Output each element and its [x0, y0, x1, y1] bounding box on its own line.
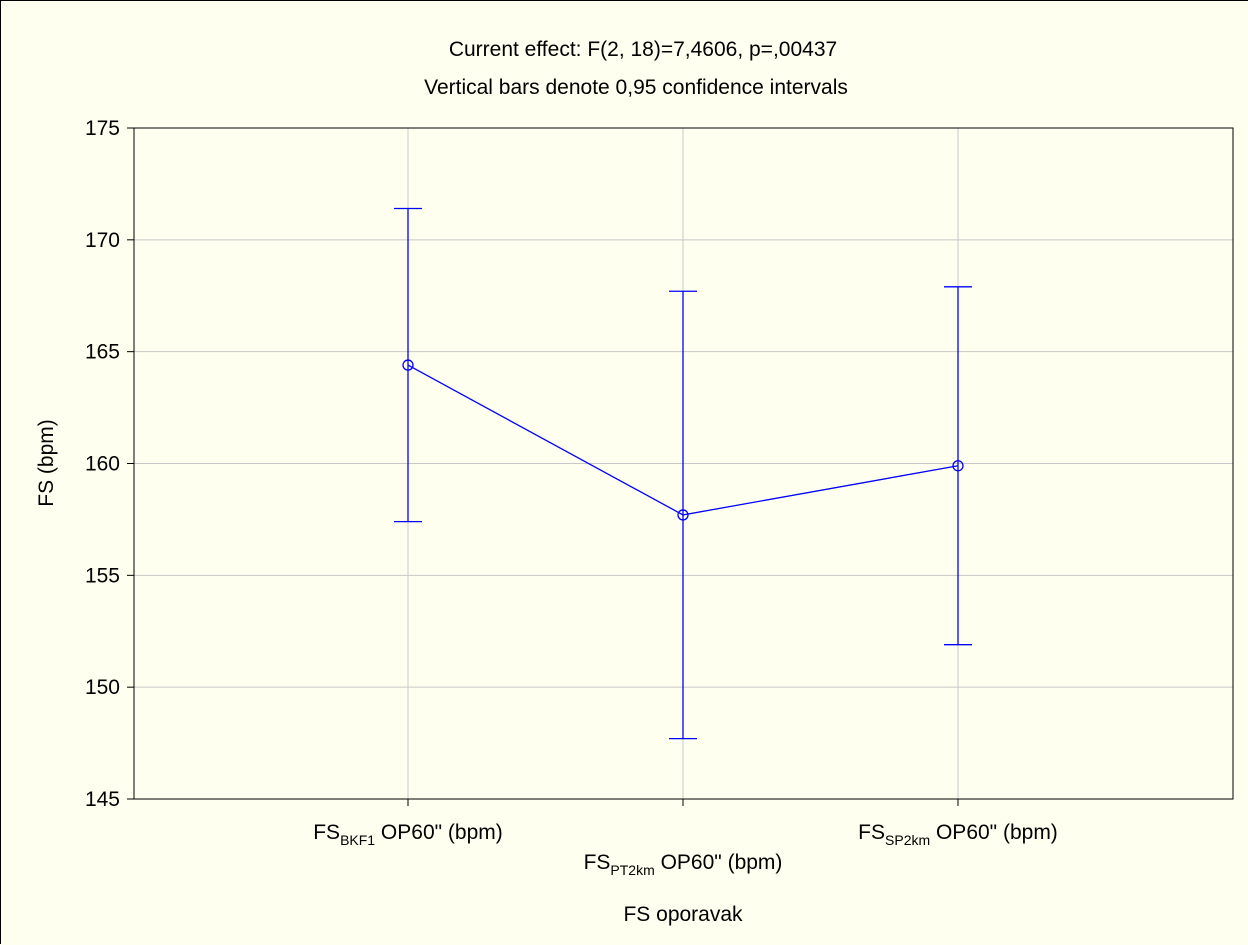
x-category-label-subscript: SP2km — [885, 832, 930, 848]
x-category-label: FSBKF1 OP60" (bpm) — [313, 821, 503, 848]
y-tick-label: 165 — [85, 341, 120, 364]
x-category-label-rest: OP60" (bpm) — [655, 851, 783, 874]
y-axis-title: FS (bpm) — [35, 419, 58, 507]
x-category-label-rest: OP60" (bpm) — [375, 821, 503, 844]
x-category-label-main: FS — [584, 851, 611, 874]
data-point — [402, 359, 414, 371]
y-tick-label: 155 — [85, 564, 120, 587]
x-category-label-subscript: PT2km — [610, 862, 654, 878]
x-category-label-rest: OP60" (bpm) — [930, 821, 1058, 844]
y-tick-label: 150 — [85, 676, 120, 699]
x-category-label-subscript: BKF1 — [340, 832, 375, 848]
x-category-label-main: FS — [313, 821, 340, 844]
chart-subtitle: Vertical bars denote 0,95 confidence int… — [424, 76, 848, 99]
series-layer — [394, 207, 972, 740]
y-tick-label: 160 — [85, 453, 120, 476]
x-category-label: FSSP2km OP60" (bpm) — [858, 821, 1058, 848]
chart-title: Current effect: F(2, 18)=7,4606, p=,0043… — [449, 38, 837, 61]
x-category-label: FSPT2km OP60" (bpm) — [584, 851, 783, 878]
x-axis-title: FS oporavak — [623, 903, 743, 926]
y-tick-label: 145 — [85, 788, 120, 811]
y-tick-label: 175 — [85, 117, 120, 140]
data-point — [952, 460, 964, 472]
data-point — [677, 509, 689, 521]
y-tick-label: 170 — [85, 229, 120, 252]
y-tick-layer: 175 170 165 160 155 150 145 — [85, 117, 134, 811]
x-category-label-main: FS — [858, 821, 885, 844]
x-tick-layer: FSBKF1 OP60" (bpm)FSPT2km OP60" (bpm)FSS… — [313, 799, 1058, 878]
